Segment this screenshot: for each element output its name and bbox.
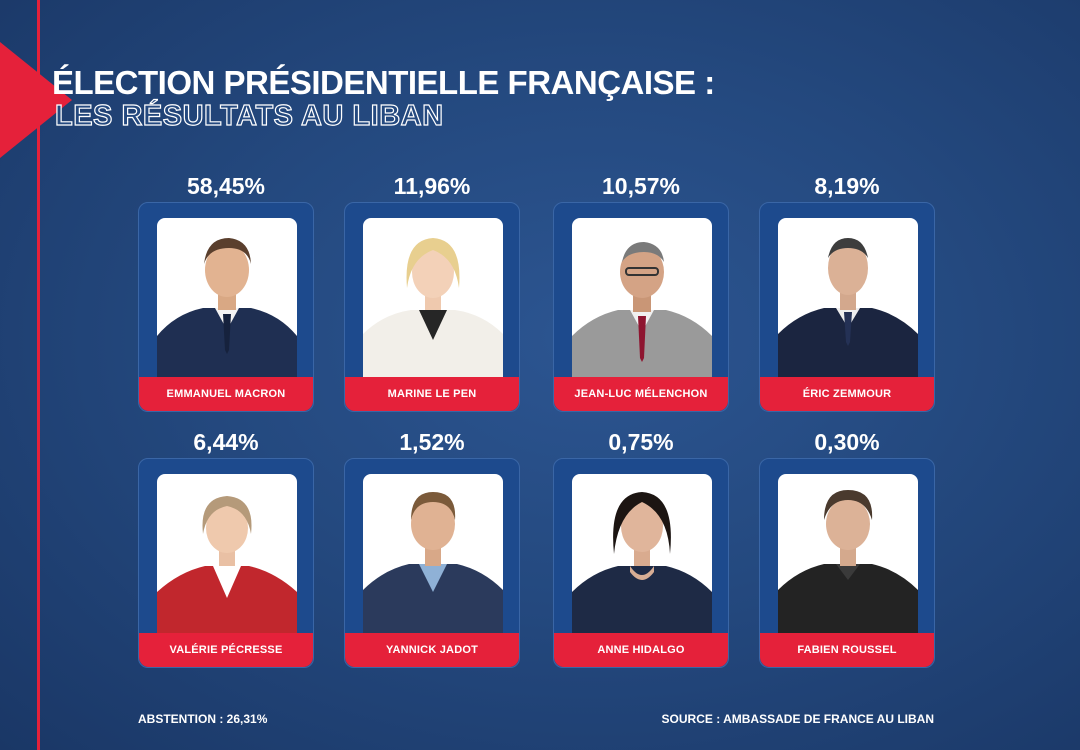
candidate-photo <box>572 474 712 634</box>
candidate-name: JEAN-LUC MÉLENCHON <box>554 377 728 411</box>
page-subtitle: LES RÉSULTATS AU LIBAN <box>54 99 444 132</box>
candidate-photo <box>572 218 712 378</box>
candidate-frame: VALÉRIE PÉCRESSE <box>138 458 314 668</box>
page-title: ÉLECTION PRÉSIDENTIELLE FRANÇAISE : <box>52 64 715 101</box>
portrait-icon <box>778 490 918 634</box>
candidate-frame: EMMANUEL MACRON <box>138 202 314 412</box>
candidate-card: 0,30% FABIEN ROUSSEL <box>759 426 935 668</box>
candidate-name: FABIEN ROUSSEL <box>760 633 934 667</box>
candidate-photo <box>778 474 918 634</box>
candidate-percent: 10,57% <box>601 173 680 199</box>
candidate-card: 10,57% JEAN-LUC MÉLENCHON <box>553 170 729 412</box>
candidate-card: 58,45% EMMANUEL MACRON <box>138 170 314 412</box>
candidate-frame: JEAN-LUC MÉLENCHON <box>553 202 729 412</box>
candidate-card: 11,96% MARINE LE PEN <box>344 170 520 412</box>
candidate-card: 6,44% VALÉRIE PÉCRESSE <box>138 426 314 668</box>
candidate-percent: 58,45% <box>186 173 265 199</box>
portrait-icon <box>157 496 297 634</box>
candidate-name: YANNICK JADOT <box>345 633 519 667</box>
candidate-frame: MARINE LE PEN <box>344 202 520 412</box>
candidate-photo <box>363 474 503 634</box>
candidate-frame: ANNE HIDALGO <box>553 458 729 668</box>
candidate-percent: 6,44% <box>193 429 259 455</box>
candidate-card: 0,75% ANNE HIDALGO <box>553 426 729 668</box>
candidate-name: ANNE HIDALGO <box>554 633 728 667</box>
candidate-name: VALÉRIE PÉCRESSE <box>139 633 313 667</box>
candidate-name: EMMANUEL MACRON <box>139 377 313 411</box>
candidate-photo <box>778 218 918 378</box>
candidate-percent: 8,19% <box>814 173 880 199</box>
candidate-card: 1,52% YANNICK JADOT <box>344 426 520 668</box>
candidate-percent: 0,75% <box>608 429 674 455</box>
candidate-frame: YANNICK JADOT <box>344 458 520 668</box>
candidate-frame: FABIEN ROUSSEL <box>759 458 935 668</box>
portrait-icon <box>572 242 712 378</box>
candidate-card: 8,19% ÉRIC ZEMMOUR <box>759 170 935 412</box>
candidate-percent: 1,52% <box>399 429 465 455</box>
candidate-frame: ÉRIC ZEMMOUR <box>759 202 935 412</box>
red-triangle-accent <box>0 42 72 158</box>
portrait-icon <box>157 238 297 378</box>
source-text: SOURCE : AMBASSADE DE FRANCE AU LIBAN <box>661 712 934 726</box>
portrait-icon <box>572 492 712 634</box>
candidate-photo <box>157 218 297 378</box>
portrait-icon <box>778 238 918 378</box>
candidate-percent: 0,30% <box>814 429 880 455</box>
portrait-icon <box>363 492 503 634</box>
candidate-photo <box>157 474 297 634</box>
candidate-name: MARINE LE PEN <box>345 377 519 411</box>
red-vertical-line <box>37 0 40 750</box>
abstention-text: ABSTENTION : 26,31% <box>138 712 268 726</box>
candidate-name: ÉRIC ZEMMOUR <box>760 377 934 411</box>
candidate-photo <box>363 218 503 378</box>
portrait-icon <box>363 238 503 378</box>
candidate-percent: 11,96% <box>393 173 471 199</box>
